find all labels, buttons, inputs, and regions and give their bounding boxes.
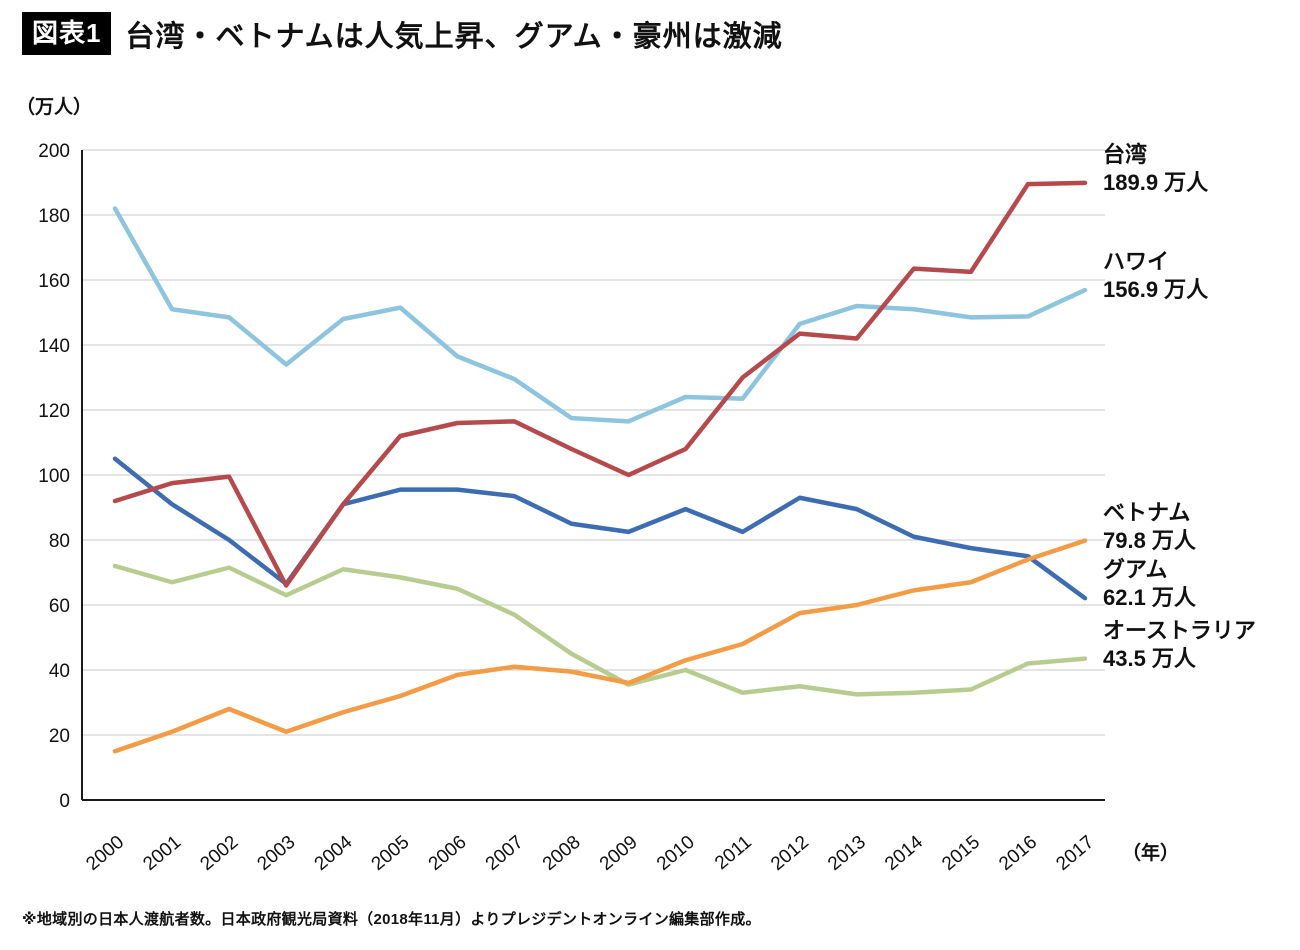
series-end-value: 43.5 万人: [1103, 645, 1196, 671]
x-axis-tick-label: 2002: [196, 832, 242, 875]
series-label-australia: オーストラリア 43.5 万人: [1103, 617, 1256, 673]
series-name: ベトナム: [1103, 499, 1191, 525]
figure-badge: 図表1: [22, 12, 112, 55]
y-axis-tick-label: 100: [38, 466, 70, 487]
x-axis-tick-label: 2004: [311, 831, 357, 875]
series-end-value: 189.9 万人: [1103, 169, 1209, 195]
y-axis-tick-label: 0: [59, 791, 70, 812]
y-axis-unit-label: （万人）: [16, 97, 93, 118]
x-axis-tick-label: 2012: [767, 832, 813, 875]
chart-header: 図表1 台湾・ベトナムは人気上昇、グアム・豪州は激減: [22, 12, 783, 55]
series-line-hawaii: [112, 206, 1088, 424]
chart-title: 台湾・ベトナムは人気上昇、グアム・豪州は激減: [125, 20, 783, 53]
x-axis-tick-label: 2015: [938, 832, 984, 875]
series-name: グアム: [1103, 557, 1168, 583]
series-label-guam: グアム 62.1 万人: [1103, 556, 1196, 612]
x-axis-tick-label: 2014: [881, 831, 927, 875]
x-axis-tick-label: 2001: [139, 832, 185, 875]
series-line-taiwan: [112, 180, 1088, 588]
source-note: ※地域別の日本人渡航者数。日本政府観光局資料（2018年11月）よりプレジデント…: [22, 911, 761, 928]
series-line-vietnam: [112, 538, 1088, 754]
y-axis-tick-label: 160: [38, 271, 70, 292]
series-line-australia: [112, 563, 1088, 697]
y-axis-tick-label: 20: [49, 726, 70, 747]
series-line-guam: [112, 456, 1088, 601]
series-name: ハワイ: [1103, 249, 1170, 275]
x-axis-tick-label: 2013: [824, 832, 870, 875]
y-axis-tick-label: 60: [49, 596, 70, 617]
series-name: 台湾: [1103, 141, 1148, 167]
y-axis-tick-label: 80: [49, 531, 70, 552]
line-chart: 0 20 40 60 80 100 120 140 160 180 200 2000 2001 2002 2…: [38, 141, 1105, 875]
y-axis-tick-label: 140: [38, 336, 70, 357]
x-axis-tick-label: 2007: [482, 832, 528, 875]
x-axis-tick-label: 2010: [653, 832, 699, 875]
x-axis-tick-label: 2006: [425, 832, 471, 875]
y-axis-tick-label: 40: [49, 661, 70, 682]
x-axis-tick-label: 2005: [368, 832, 414, 875]
x-axis-tick-label: 2016: [995, 832, 1041, 875]
x-axis-tick-label: 2011: [711, 832, 756, 874]
x-axis-tick-label: 2003: [254, 832, 300, 875]
x-axis-tick-label: 2000: [82, 832, 128, 875]
x-axis-tick-label: 2008: [539, 832, 585, 875]
x-axis-tick-label: 2017: [1052, 832, 1098, 875]
x-axis-tick-label: 2009: [596, 832, 642, 875]
series-label-hawaii: ハワイ 156.9 万人: [1103, 248, 1208, 304]
x-axis-unit-label: （年）: [1122, 843, 1180, 864]
y-axis-tick-label: 200: [38, 141, 70, 162]
series-end-value: 79.8 万人: [1103, 527, 1196, 553]
series-name: オーストラリア: [1103, 617, 1256, 643]
y-axis-tick-label: 120: [38, 401, 70, 422]
series-end-value: 62.1 万人: [1103, 585, 1196, 611]
y-axis-tick-label: 180: [38, 206, 70, 227]
series-label-vietnam: ベトナム 79.8 万人: [1103, 499, 1196, 555]
series-label-taiwan: 台湾 189.9 万人: [1103, 141, 1208, 197]
series-end-value: 156.9 万人: [1103, 277, 1209, 303]
